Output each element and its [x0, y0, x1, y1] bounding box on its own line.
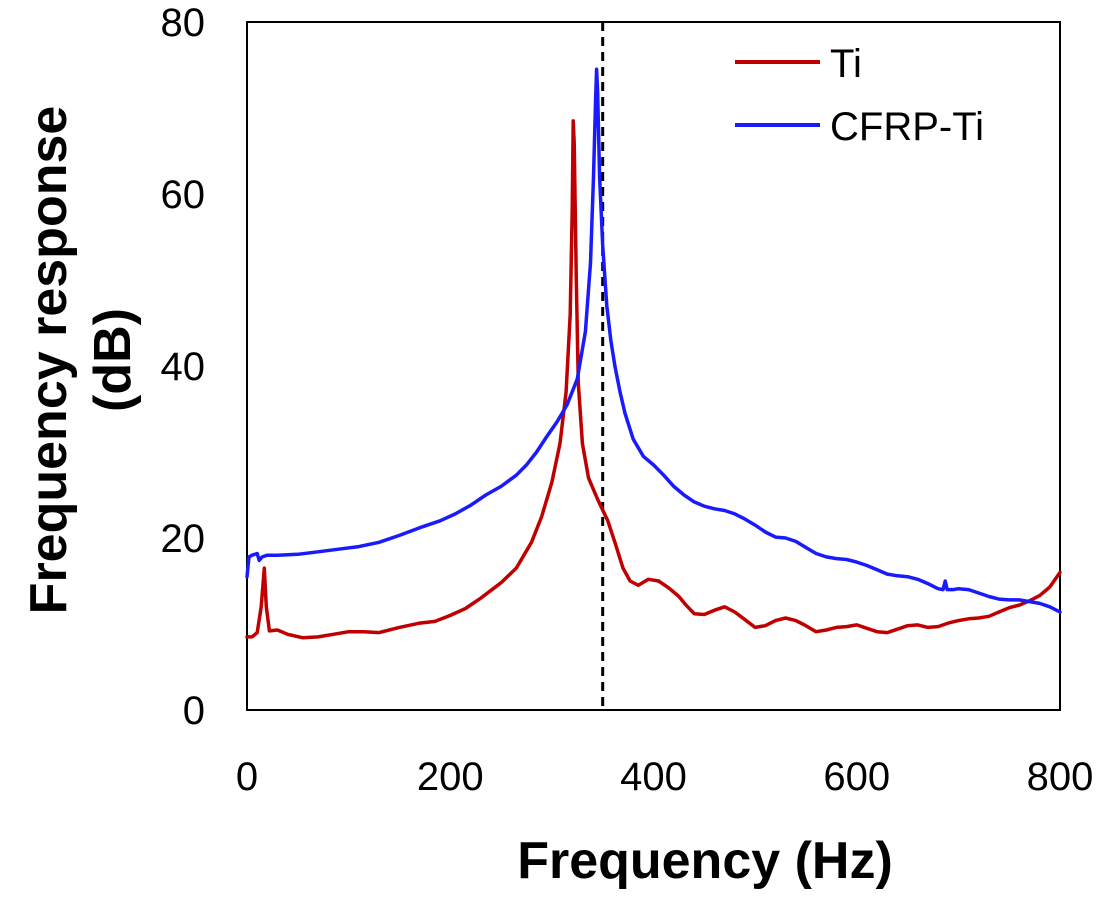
series-layer [245, 67, 1062, 640]
y-tick-labels: 0 20 40 60 80 [161, 1, 206, 733]
y-tick-label: 0 [183, 689, 205, 733]
x-tick-label: 0 [236, 755, 258, 799]
y-tick-label: 80 [161, 1, 206, 45]
series-line-cfrp-ti [245, 67, 1062, 614]
x-tick-label: 600 [823, 755, 890, 799]
y-tick-label: 20 [161, 517, 206, 561]
x-tick-label: 800 [1027, 755, 1094, 799]
x-tick-label: 400 [620, 755, 687, 799]
y-axis-title-line-1: Frequency response [20, 106, 78, 615]
series-line-ti [245, 119, 1062, 640]
legend-label-cfrp-ti: CFRP-Ti [830, 105, 984, 149]
x-tick-label: 200 [417, 755, 484, 799]
y-axis-title-line-2: (dB) [84, 308, 142, 412]
y-axis-title: Frequency response (dB) [20, 106, 142, 615]
plot-area-frame [246, 21, 1061, 711]
y-tick-label: 40 [161, 345, 206, 389]
x-axis-title: Frequency (Hz) [517, 832, 893, 890]
legend-label-ti: Ti [830, 42, 862, 86]
y-tick-label: 60 [161, 173, 206, 217]
x-tick-labels: 0 200 400 600 800 [236, 755, 1094, 799]
legend: Ti CFRP-Ti [735, 42, 984, 149]
